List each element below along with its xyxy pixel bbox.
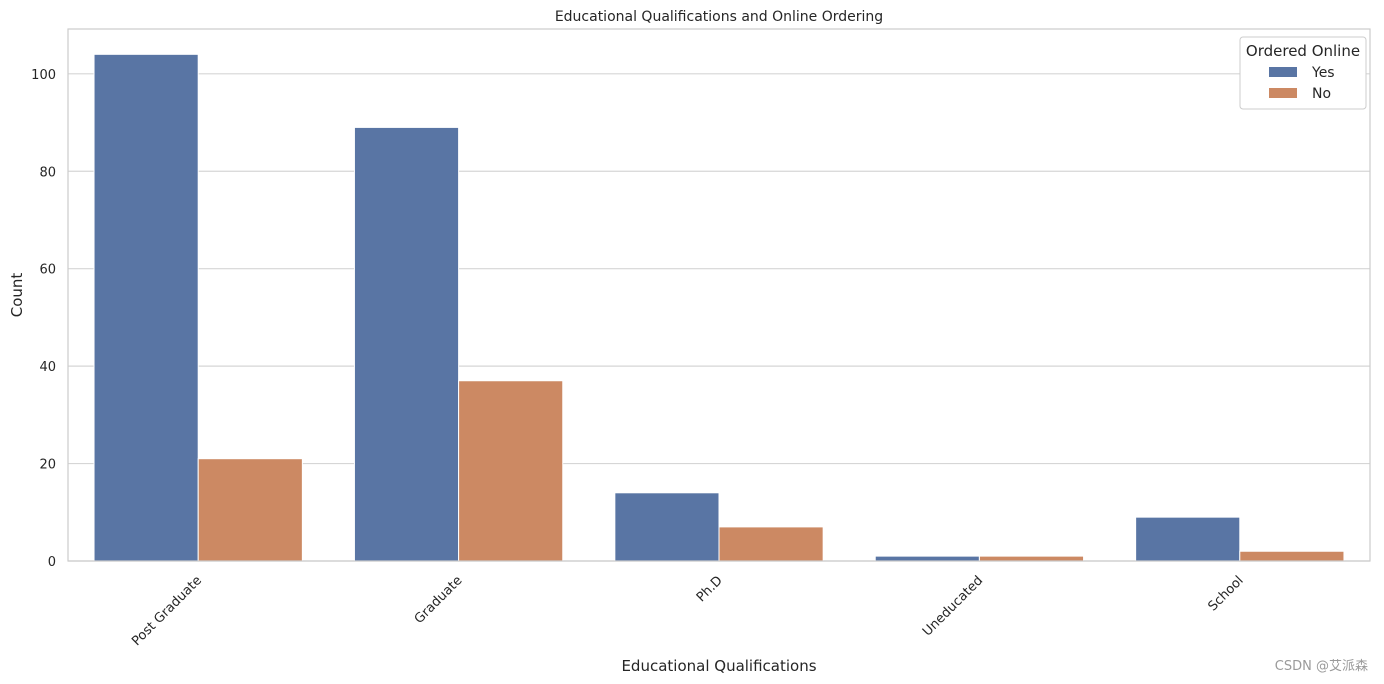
bars — [93, 53, 1345, 562]
y-tick-label: 0 — [48, 555, 56, 570]
y-tick-labels: 0 20 40 60 80 100 — [31, 68, 56, 570]
bar-yes-uneducated — [874, 555, 980, 562]
x-tick-label: Uneducated — [920, 573, 986, 639]
bar-yes-graduate — [353, 126, 460, 562]
x-tick-labels: Post Graduate Graduate Ph.D Uneducated Schoo… — [129, 573, 1246, 649]
legend-label: No — [1312, 86, 1331, 102]
chart-title: Educational Qualifications and Online Or… — [555, 9, 883, 25]
bar-yes-ph-d — [614, 492, 720, 562]
watermark: CSDN @艾派森 — [1274, 659, 1368, 674]
y-tick-label: 20 — [39, 458, 56, 473]
legend-swatch — [1269, 67, 1297, 77]
y-tick-label: 40 — [39, 360, 56, 375]
legend-title: Ordered Online — [1246, 42, 1360, 60]
x-tick-label: School — [1205, 573, 1246, 614]
bar-no-ph-d — [718, 526, 824, 562]
x-tick-label: Post Graduate — [129, 573, 205, 649]
legend-swatch — [1269, 88, 1297, 98]
bar-no-post-graduate — [197, 458, 303, 562]
bar-no-school — [1239, 550, 1345, 562]
plot-frame — [67, 28, 1371, 562]
legend-items: Yes No — [1269, 65, 1335, 102]
y-tick-label: 100 — [31, 68, 56, 83]
x-tick-label: Graduate — [412, 573, 466, 627]
legend-label: Yes — [1311, 65, 1335, 81]
y-tick-label: 60 — [39, 263, 56, 278]
x-tick-label: Ph.D — [694, 573, 726, 605]
bar-no-uneducated — [978, 555, 1085, 562]
y-axis-label: Count — [8, 273, 26, 318]
bar-yes-school — [1135, 516, 1241, 562]
bar-yes-post-graduate — [93, 53, 199, 562]
bar-no-graduate — [458, 380, 564, 562]
legend: Ordered Online Yes No — [1239, 36, 1367, 110]
x-axis-label: Educational Qualifications — [621, 657, 816, 675]
y-tick-label: 80 — [39, 165, 56, 180]
